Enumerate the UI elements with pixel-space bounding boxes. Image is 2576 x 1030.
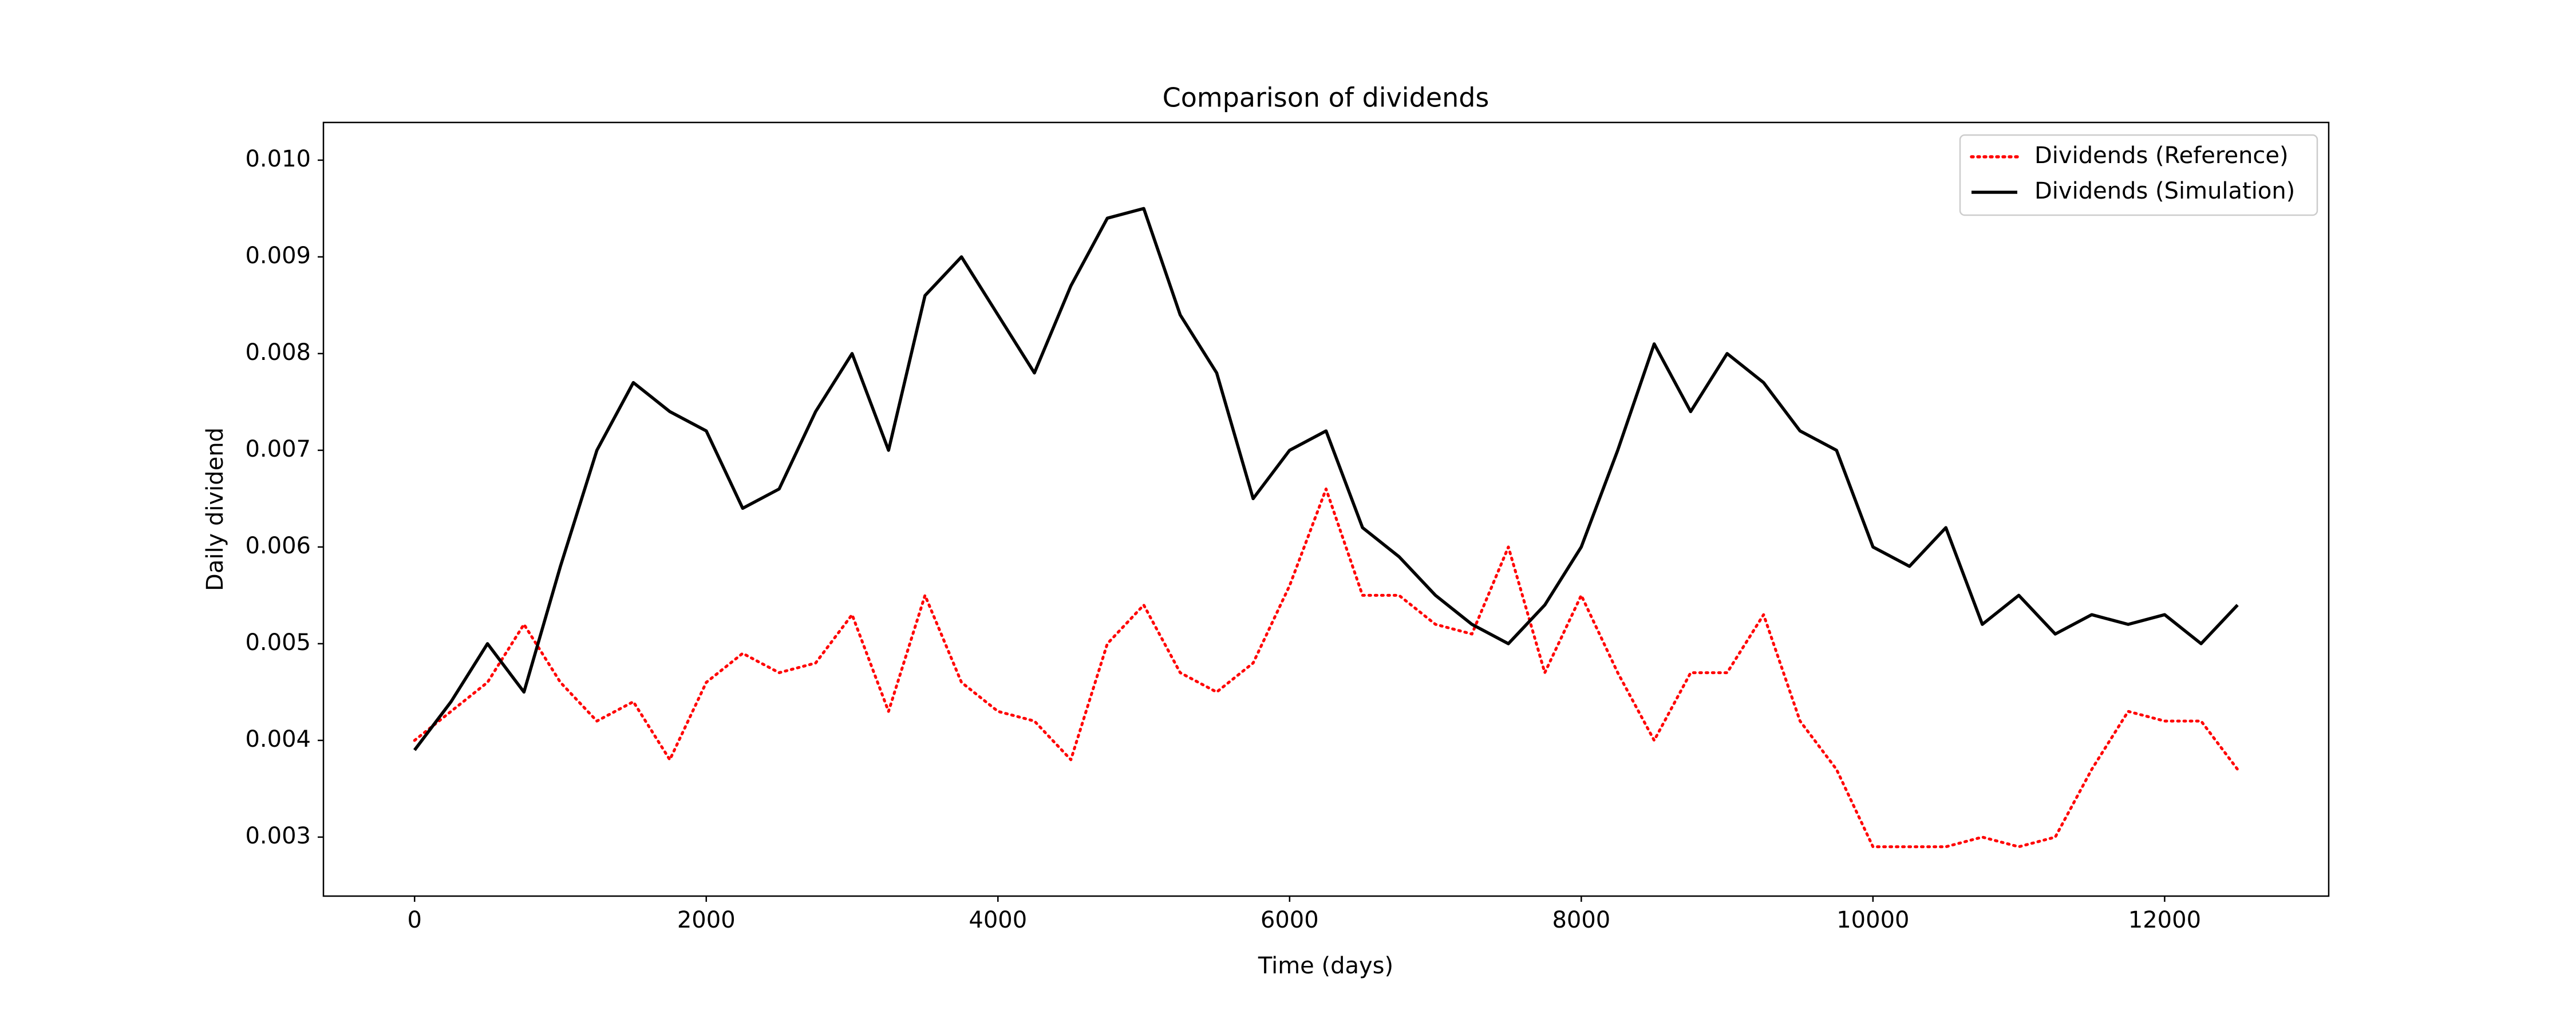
legend: Dividends (Reference) Dividends (Simulati… [1959, 134, 2318, 216]
x-tick-label: 2000 [677, 907, 736, 933]
legend-label: Dividends (Reference) [2034, 142, 2289, 169]
x-tick-label: 0 [408, 907, 422, 933]
y-tick-label: 0.003 [245, 823, 311, 849]
line-series [413, 488, 2239, 849]
y-tick-label: 0.010 [245, 146, 311, 172]
legend-label: Dividends (Simulation) [2034, 178, 2295, 204]
y-tick-label: 0.007 [245, 436, 311, 462]
x-tick-label: 8000 [1552, 907, 1610, 933]
x-tick-label: 4000 [969, 907, 1027, 933]
line-series [413, 207, 2239, 751]
y-tick-label: 0.009 [245, 243, 311, 269]
x-axis-label: Time (days) [1258, 953, 1393, 979]
y-axis-label: Daily dividend [202, 427, 228, 591]
x-tick-label: 10000 [1836, 907, 1909, 933]
x-tick-label: 6000 [1261, 907, 1319, 933]
plot-frame [322, 121, 2330, 897]
chart-title: Comparison of dividends [1163, 82, 1490, 113]
y-tick-label: 0.008 [245, 339, 311, 366]
x-tick-label: 12000 [2128, 907, 2201, 933]
y-tick-label: 0.006 [245, 533, 311, 559]
legend-box [1959, 134, 2318, 216]
y-tick-label: 0.005 [245, 629, 311, 656]
y-tick-label: 0.004 [245, 726, 311, 752]
